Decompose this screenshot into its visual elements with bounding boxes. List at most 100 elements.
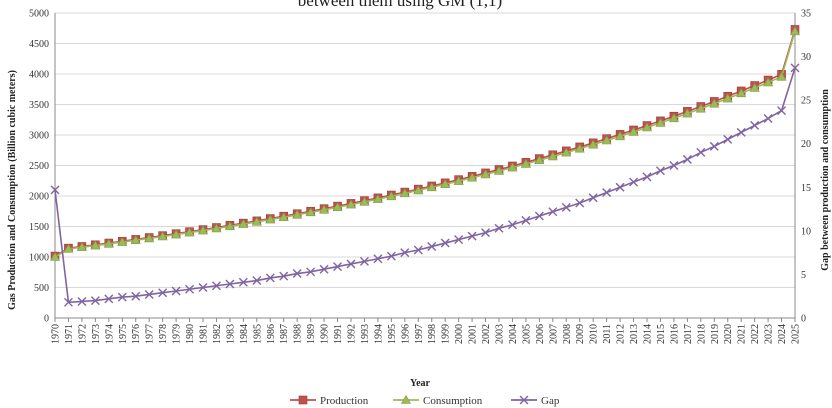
x-tick-label: 2002 bbox=[481, 324, 492, 344]
x-tick-label: 2003 bbox=[495, 324, 506, 344]
gap-point bbox=[548, 207, 558, 217]
series-production bbox=[50, 25, 800, 261]
consumption-point bbox=[763, 77, 774, 87]
gap-point bbox=[158, 288, 168, 298]
series-consumption bbox=[49, 26, 801, 261]
x-tick-label: 1997 bbox=[414, 324, 425, 344]
consumption-point bbox=[400, 394, 412, 404]
x-tick-label: 2004 bbox=[508, 324, 519, 344]
x-tick-label: 1973 bbox=[91, 324, 102, 344]
gap-point bbox=[519, 395, 529, 405]
gap-point bbox=[575, 198, 585, 208]
x-tick-label: 2014 bbox=[643, 324, 654, 344]
gap-point bbox=[507, 220, 517, 230]
chart-title: between them using GM (1,1) bbox=[298, 0, 502, 10]
x-tick-label: 1993 bbox=[360, 324, 371, 344]
gap-point bbox=[440, 238, 450, 248]
x-tick-label: 2020 bbox=[723, 324, 734, 344]
x-tick-label: 1999 bbox=[441, 324, 452, 344]
gap-point bbox=[252, 276, 262, 286]
consumption-point bbox=[399, 188, 410, 198]
consumption-point bbox=[480, 169, 491, 179]
x-tick-label: 2005 bbox=[521, 324, 532, 344]
x-tick-label: 2021 bbox=[737, 324, 748, 344]
x-tick-label: 1972 bbox=[77, 324, 88, 344]
consumption-point bbox=[749, 82, 760, 92]
gap-point bbox=[359, 256, 369, 266]
gap-point bbox=[723, 134, 733, 144]
y-tick-left: 3000 bbox=[29, 131, 49, 142]
gap-point bbox=[709, 141, 719, 151]
gap-point bbox=[777, 106, 787, 116]
x-tick-label: 1989 bbox=[306, 324, 317, 344]
x-tick-label: 2016 bbox=[669, 324, 680, 344]
x-tick-label: 1974 bbox=[104, 324, 115, 344]
consumption-point bbox=[90, 240, 101, 250]
gap-point bbox=[292, 269, 302, 279]
x-tick-label: 2025 bbox=[791, 324, 802, 344]
consumption-point bbox=[305, 207, 316, 217]
consumption-point bbox=[641, 122, 653, 132]
y-tick-right: 0 bbox=[801, 314, 806, 325]
consumption-point bbox=[49, 251, 61, 261]
x-tick-label: 1982 bbox=[212, 324, 223, 344]
y-tick-right: 10 bbox=[801, 226, 811, 237]
gap-point bbox=[265, 273, 275, 283]
consumption-point bbox=[413, 185, 424, 195]
legend-label: Gap bbox=[541, 395, 560, 407]
consumption-point bbox=[574, 143, 585, 153]
consumption-point bbox=[709, 98, 720, 108]
consumption-point bbox=[426, 182, 437, 192]
consumption-point bbox=[440, 179, 451, 189]
consumption-point bbox=[668, 113, 679, 123]
consumption-point bbox=[171, 229, 182, 239]
consumption-point bbox=[211, 223, 222, 233]
y-tick-right: 35 bbox=[801, 9, 811, 20]
x-tick-label: 1990 bbox=[320, 324, 331, 344]
y-tick-left: 2000 bbox=[29, 192, 49, 203]
gap-point bbox=[144, 289, 154, 299]
consumption-point bbox=[561, 147, 572, 157]
gap-point bbox=[790, 63, 800, 73]
legend-label: Production bbox=[320, 395, 369, 407]
y-tick-left: 1500 bbox=[29, 222, 49, 233]
gap-point bbox=[454, 235, 464, 245]
consumption-point bbox=[292, 209, 303, 219]
x-tick-label: 2023 bbox=[764, 324, 775, 344]
gap-point bbox=[481, 228, 491, 238]
y-tick-left: 3500 bbox=[29, 100, 49, 111]
legend-item-consumption: Consumption bbox=[393, 394, 483, 407]
gap-point bbox=[386, 251, 396, 261]
gap-point bbox=[400, 248, 410, 258]
x-tick-label: 2017 bbox=[683, 324, 694, 344]
gap-point bbox=[561, 202, 571, 212]
gap-point bbox=[696, 147, 706, 157]
x-tick-label: 1991 bbox=[333, 324, 344, 344]
x-tick-label: 1981 bbox=[199, 324, 210, 344]
consumption-point bbox=[224, 221, 235, 231]
x-tick-label: 1985 bbox=[252, 324, 263, 344]
legend-label: Consumption bbox=[423, 395, 483, 407]
gap-point bbox=[750, 120, 760, 130]
consumption-point bbox=[493, 165, 505, 175]
x-tick-label: 1994 bbox=[373, 324, 384, 344]
consumption-point bbox=[130, 235, 141, 245]
consumption-point bbox=[655, 117, 666, 127]
y-tick-right: 30 bbox=[801, 52, 811, 63]
x-tick-label: 2001 bbox=[468, 324, 479, 344]
x-tick-label: 1992 bbox=[347, 324, 358, 344]
consumption-point bbox=[345, 199, 357, 209]
gap-point bbox=[373, 254, 383, 264]
gap-point bbox=[602, 188, 612, 198]
x-tick-label: 2024 bbox=[777, 324, 788, 344]
y-tick-left: 1000 bbox=[29, 253, 49, 264]
x-tick-label: 2006 bbox=[535, 324, 546, 344]
gap-point bbox=[615, 182, 625, 192]
consumption-point bbox=[332, 202, 343, 212]
y-tick-left: 500 bbox=[34, 283, 49, 294]
x-tick-label: 1984 bbox=[239, 324, 250, 344]
x-tick-label: 1971 bbox=[64, 324, 75, 344]
x-tick-label: 1978 bbox=[158, 324, 169, 344]
consumption-point bbox=[386, 191, 397, 201]
consumption-point bbox=[278, 212, 289, 222]
